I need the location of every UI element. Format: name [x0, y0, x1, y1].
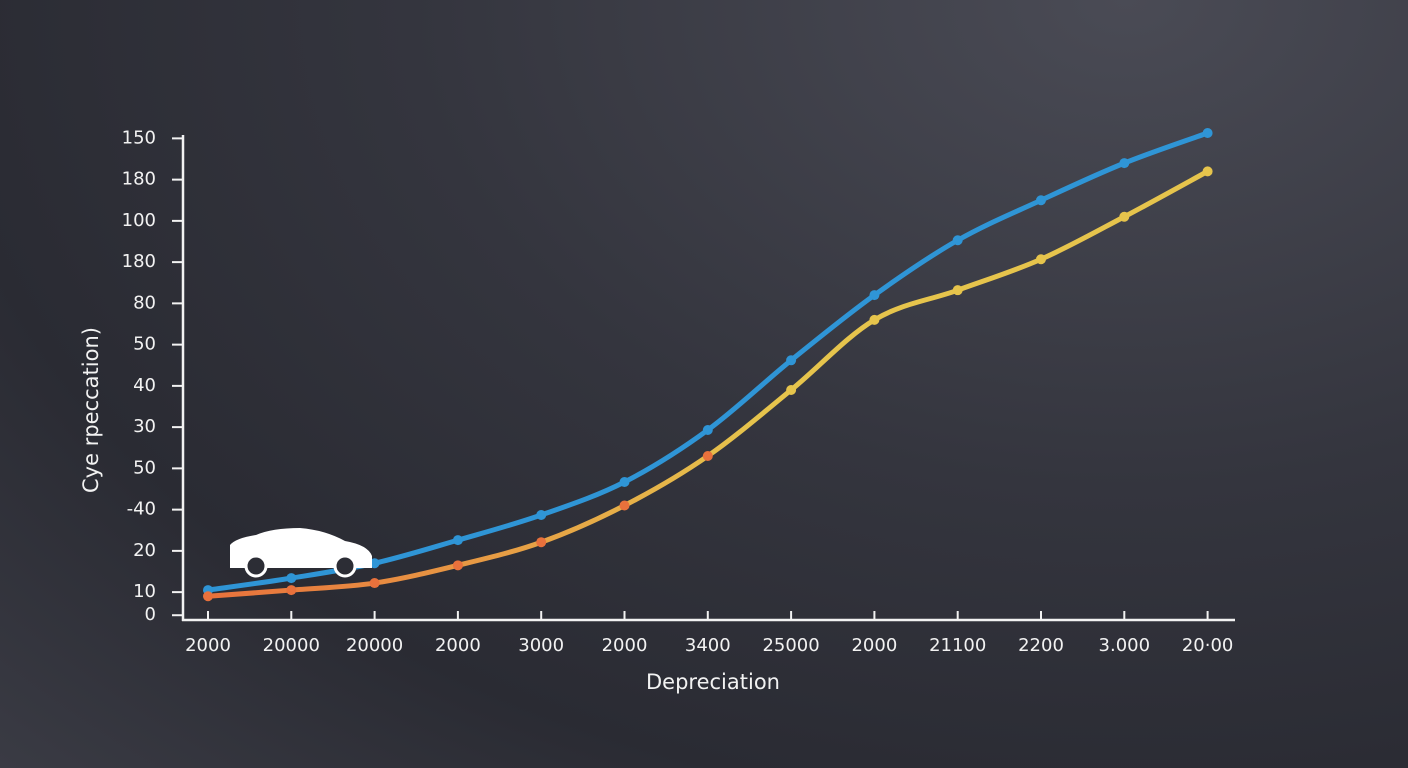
- data-point: [952, 285, 963, 296]
- x-tick-label: 2200: [1018, 635, 1064, 656]
- data-point: [869, 290, 880, 301]
- x-tick-label: 2000: [602, 635, 648, 656]
- data-point: [619, 500, 630, 511]
- x-tick-label: 3400: [685, 635, 731, 656]
- y-tick-label: 40: [133, 375, 156, 396]
- data-point: [536, 509, 547, 520]
- data-point: [1202, 166, 1213, 177]
- data-point: [869, 314, 880, 325]
- series-line: [205, 168, 1211, 599]
- data-point: [369, 578, 380, 589]
- y-tick-label: 10: [133, 581, 156, 602]
- y-tick-label: 50: [133, 334, 156, 355]
- y-tick-label: 80: [133, 292, 156, 313]
- x-tick-label: 2000: [435, 635, 481, 656]
- x-axis-title: Depreciation: [646, 670, 780, 694]
- data-point: [286, 585, 297, 596]
- data-point: [619, 476, 630, 487]
- y-tick-label: 30: [133, 416, 156, 437]
- y-tick-label: 150: [122, 127, 156, 148]
- y-tick-label: 100: [122, 210, 156, 231]
- series-line: [205, 130, 1211, 593]
- y-tick-label: 50: [133, 457, 156, 478]
- data-point: [786, 355, 797, 366]
- data-point: [286, 573, 297, 584]
- data-point: [1119, 158, 1130, 169]
- car-icon: [230, 528, 372, 578]
- x-tick-label: 3000: [518, 635, 564, 656]
- data-point: [952, 235, 963, 246]
- data-point: [702, 451, 713, 461]
- data-point: [1119, 211, 1130, 222]
- x-tick-label: 21100: [929, 635, 986, 656]
- y-tick-label: -40: [127, 499, 156, 520]
- x-tick-label: 20000: [263, 635, 320, 656]
- data-point: [1202, 128, 1213, 139]
- y-tick-label: 0: [145, 604, 156, 625]
- x-tick-label: 20·00: [1182, 635, 1234, 656]
- x-tick-label: 2000: [185, 635, 231, 656]
- data-point: [452, 560, 463, 571]
- y-tick-label: 20: [133, 540, 156, 561]
- x-tick-label: 25000: [762, 635, 819, 656]
- data-point: [786, 385, 797, 395]
- y-tick-label: 180: [122, 251, 156, 272]
- x-tick-label: 20000: [346, 635, 403, 656]
- data-point: [203, 591, 213, 602]
- data-point: [1036, 254, 1046, 265]
- data-point: [452, 535, 463, 546]
- y-axis-title: Cye rpeccation): [79, 327, 103, 493]
- x-tick-label: 2000: [851, 635, 897, 656]
- data-point: [536, 537, 547, 548]
- data-point: [369, 558, 380, 569]
- data-point: [702, 425, 713, 436]
- x-tick-label: 3.000: [1099, 635, 1151, 656]
- data-point: [1036, 195, 1046, 206]
- y-tick-label: 180: [122, 169, 156, 190]
